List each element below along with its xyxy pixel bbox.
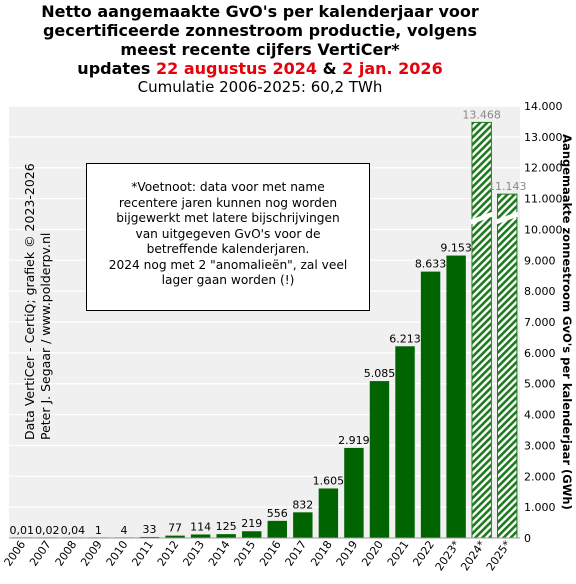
updates-join: & [317,59,343,78]
y-axis-label: Aangemaakte zonnestroom GvO's per kalend… [560,134,574,510]
bar-2017 [293,512,313,538]
y-tick-label: 8.000 [524,285,556,298]
x-tick-label: 2006 [2,538,29,568]
data-label: 77 [168,522,182,535]
data-label: 33 [143,523,157,536]
y-tick-label: 12.000 [524,162,563,175]
y-tick-label: 9.000 [524,254,556,267]
bar-2013 [190,534,211,538]
axis-break-mark [496,211,518,225]
credit-line-2: Peter J. Segaar / www.polderpv.nl [38,232,53,440]
x-tick-label: 2017 [283,538,310,568]
title-updates: updates 22 augustus 2024 & 2 jan. 2026 [0,60,520,78]
x-tick-label: 2015 [231,538,258,568]
data-label: 2.919 [338,434,370,447]
bar-2019 [344,447,364,538]
data-label: 11.143 [488,180,527,193]
data-label: 125 [216,520,237,533]
footnote-line: van uitgegeven GvO's voor de [135,226,321,241]
data-label: 1.605 [313,474,345,487]
footnote-box: *Voetnoot: data voor met name recentere … [86,163,370,311]
x-tick-label: 2013 [180,538,207,568]
bar-2015 [242,531,262,538]
data-label: 5.085 [364,367,396,380]
x-tick-label: 2011 [129,538,156,568]
y-tick-label: 13.000 [524,131,563,144]
bar-2025 [497,193,518,539]
data-label: 4 [120,524,127,537]
title-line-2: gecertificeerde zonnestroom productie, v… [42,21,478,40]
data-label: 1 [95,524,102,537]
title-line-1: Netto aangemaakte GvO's per kalenderjaar… [41,2,479,21]
x-tick-label: 2012 [155,538,182,568]
x-tick-label: 2008 [53,538,80,568]
y-tick-label: 11.000 [524,193,563,206]
x-tick-label: 2016 [257,538,284,568]
bar-2014 [216,534,236,538]
x-tick-label: 2024* [458,538,488,573]
bar-2021 [395,346,415,538]
y-tick-label: 6.000 [524,347,556,360]
data-label: 9.153 [440,242,472,255]
data-label: 114 [190,520,211,533]
data-label: 0,04 [61,524,86,537]
footnote-line: bijgewerkt met latere bijschrijvingen [116,211,340,225]
x-tick-label: 2009 [78,538,105,568]
y-tick-label: 2.000 [524,470,556,483]
bar-2012 [165,535,185,538]
bar-2011 [139,536,160,538]
y-tick-label: 14.000 [524,100,563,113]
bar-2022 [420,271,441,538]
data-label: 8.633 [415,258,447,271]
bar-2018 [318,488,339,538]
y-tick-label: 0 [524,532,531,545]
x-tick-label: 2020 [359,538,386,568]
x-tick-label: 2023* [433,538,463,573]
x-tick-label: 2018 [308,538,335,568]
footnote-line: *Voetnoot: data voor met name [131,180,325,194]
data-label: 832 [292,498,313,511]
update-date-1: 22 augustus 2024 [155,59,318,78]
credit-line-1: Data VertiCer - CertiQ; grafiek © 2023-2… [22,163,37,440]
x-tick-label: 2021 [385,538,412,568]
x-tick-label: 2010 [104,538,131,568]
bar-2016 [267,520,287,538]
data-label: 0,01 [10,524,35,537]
update-date-2: 2 jan. 2026 [342,59,443,78]
x-tick-label: 2007 [27,538,54,568]
cumulative-subtitle: Cumulatie 2006-2025: 60,2 TWh [137,78,383,96]
x-tick-label: 2014 [206,538,233,568]
title-line-3: meest recente cijfers VertiCer* [120,40,400,59]
footnote-line: recentere jaren kunnen nog worden [118,195,338,210]
y-tick-label: 4.000 [524,409,556,422]
data-label: 0,02 [35,524,60,537]
bar-2020 [369,381,390,538]
y-tick-label: 1.000 [524,501,556,514]
updates-prefix: updates [77,59,156,78]
footnote-line: betreffende kalenderjaren. [146,242,310,256]
credit-text: Data VertiCer - CertiQ; grafiek © 2023-2… [22,163,54,440]
data-label: 6.213 [389,332,421,345]
data-label: 219 [241,517,262,530]
data-label: 13.468 [462,108,501,121]
x-tick-label: 2025* [484,538,514,573]
axis-break-mark [470,211,493,225]
footnote-line: lager gaan worden (!) [161,273,295,287]
y-tick-label: 5.000 [524,378,556,391]
footnote-line: 2024 nog met 2 "anomalieën", zal veel [108,257,348,272]
y-tick-label: 10.000 [524,223,563,236]
y-tick-label: 3.000 [524,439,556,452]
data-label: 556 [267,507,288,520]
x-tick-label: 2019 [334,538,361,568]
bar-2023 [446,255,466,538]
y-tick-label: 7.000 [524,316,556,329]
